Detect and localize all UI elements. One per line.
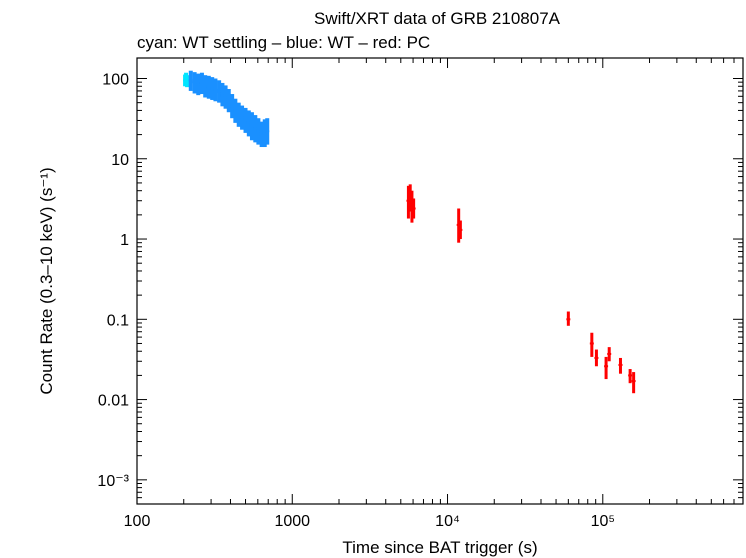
x-tick-label: 10⁵ [591, 513, 615, 530]
y-tick-label: 10 [111, 152, 129, 169]
y-tick-label: 100 [102, 71, 129, 88]
series-wt [188, 70, 270, 148]
axis-ticks: 100 1000 10⁴ 10⁵ 100 10 1 0.1 0.01 10⁻³ [97, 58, 744, 530]
y-tick-label: 1 [120, 232, 129, 249]
x-axis-label: Time since BAT trigger (s) [342, 538, 537, 557]
y-axis-label: Count Rate (0.3–10 keV) (s⁻¹) [37, 167, 56, 394]
x-tick-label: 10⁴ [435, 513, 460, 530]
series-wt-settling [183, 72, 190, 88]
plot-frame [136, 57, 744, 505]
y-tick-label: 0.01 [98, 393, 129, 410]
y-tick-label: 10⁻³ [97, 473, 129, 490]
x-tick-label: 100 [124, 513, 151, 530]
chart-title: Swift/XRT data of GRB 210807A [314, 9, 561, 28]
x-tick-label: 1000 [274, 513, 310, 530]
series-pc [406, 184, 636, 394]
y-tick-label: 0.1 [107, 312, 129, 329]
data-marks [183, 70, 636, 394]
chart-subtitle: cyan: WT settling – blue: WT – red: PC [137, 33, 430, 52]
